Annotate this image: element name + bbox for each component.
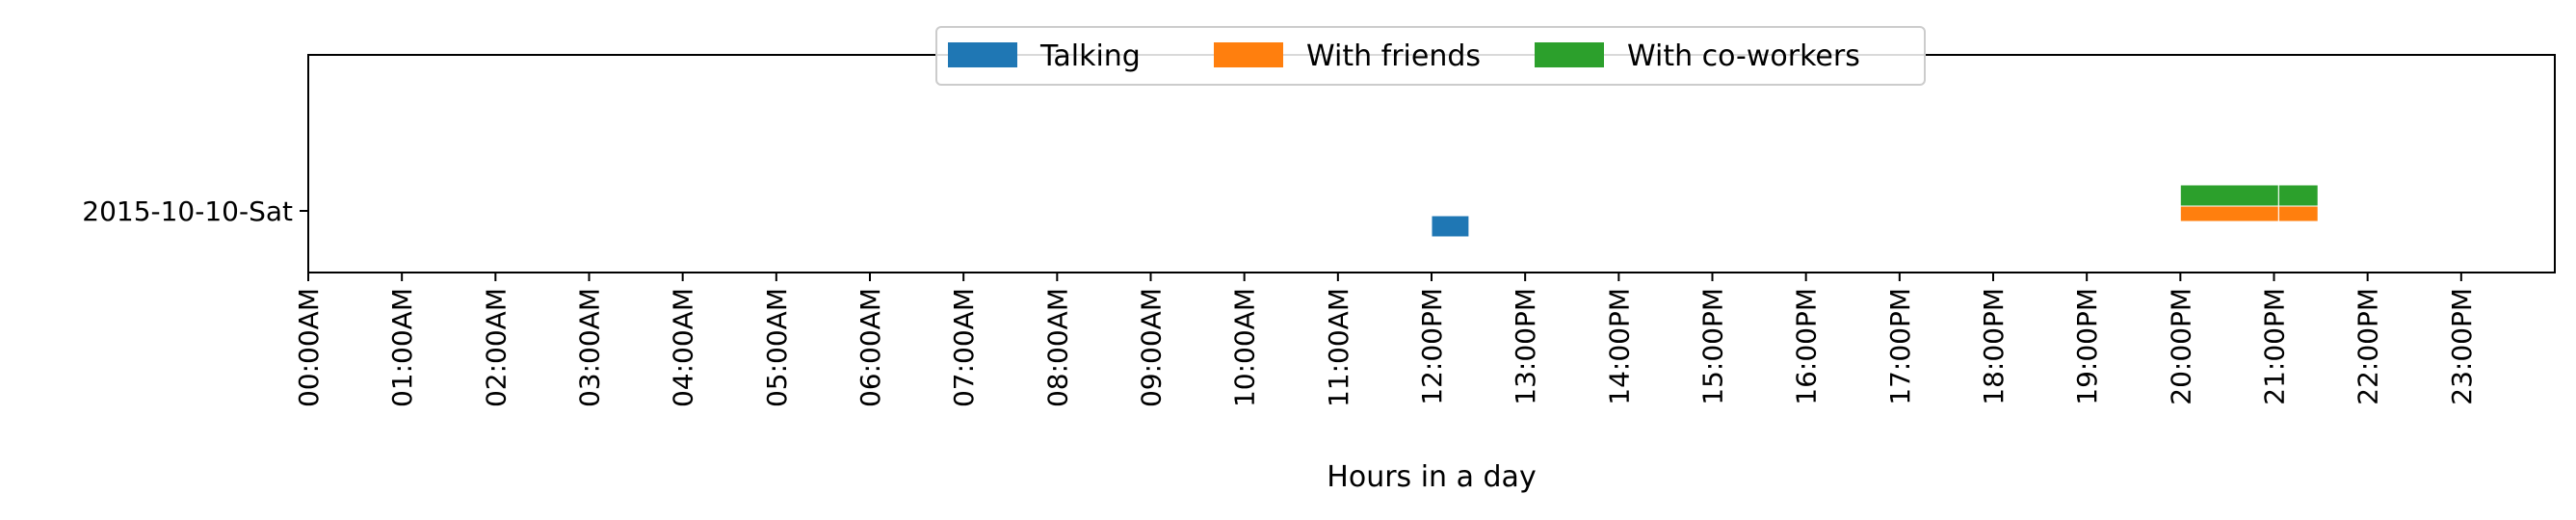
x-tick-label: 07:00AM [948,288,980,407]
x-tick-label: 02:00AM [480,288,512,407]
x-tick-label: 13:00PM [1510,288,1541,405]
x-tick-label: 01:00AM [386,288,418,407]
x-axis-title: Hours in a day [1327,460,1536,494]
y-tick-label: 2015-10-10-Sat [82,195,293,227]
bar-talking-0 [1431,215,1470,238]
x-tick-label: 08:00AM [1041,288,1073,407]
legend-label-talking: Talking [1039,39,1141,73]
x-tick-label: 09:00AM [1136,288,1168,407]
x-tick-label: 18:00PM [1978,288,2010,405]
legend-box [935,26,1926,86]
y-axis: 2015-10-10-Sat [82,195,308,227]
x-tick-label: 17:00PM [1884,288,1916,405]
x-tick-label: 20:00PM [2165,288,2196,405]
plot-area [308,55,2555,273]
x-tick-label: 22:00PM [2353,288,2384,405]
legend-label-with-friends: With friends [1306,39,1481,73]
x-tick-label: 03:00AM [574,288,606,407]
legend-swatch-with-friends [1214,42,1283,67]
x-tick-label: 21:00PM [2259,288,2291,405]
x-tick-label: 11:00AM [1323,288,1354,407]
x-tick-label: 00:00AM [293,288,325,407]
bars [1431,184,2319,238]
x-tick-label: 19:00PM [2071,288,2103,405]
bar-with-co-workers-1 [2277,184,2319,207]
x-tick-label: 23:00PM [2446,288,2478,405]
x-tick-label: 06:00AM [854,288,886,407]
x-axis: 00:00AM 01:00AM 02:00AM 03:00AM 04:00AM 05:00… [293,273,2478,407]
legend-swatch-talking [948,42,1017,67]
x-tick-label: 16:00PM [1791,288,1823,405]
x-tick-label: 15:00PM [1697,288,1729,405]
x-tick-label: 04:00AM [668,288,699,407]
x-tick-label: 05:00AM [761,288,793,407]
x-tick-label: 10:00AM [1229,288,1261,407]
x-tick-label: 14:00PM [1603,288,1635,405]
x-tick-label: 12:00PM [1416,288,1448,405]
legend-swatch-with-co-workers [1535,42,1604,67]
bar-with-co-workers-0 [2179,184,2279,207]
legend: Talking With friends With co-workers [935,26,1926,86]
legend-label-with-co-workers: With co-workers [1627,39,1860,73]
